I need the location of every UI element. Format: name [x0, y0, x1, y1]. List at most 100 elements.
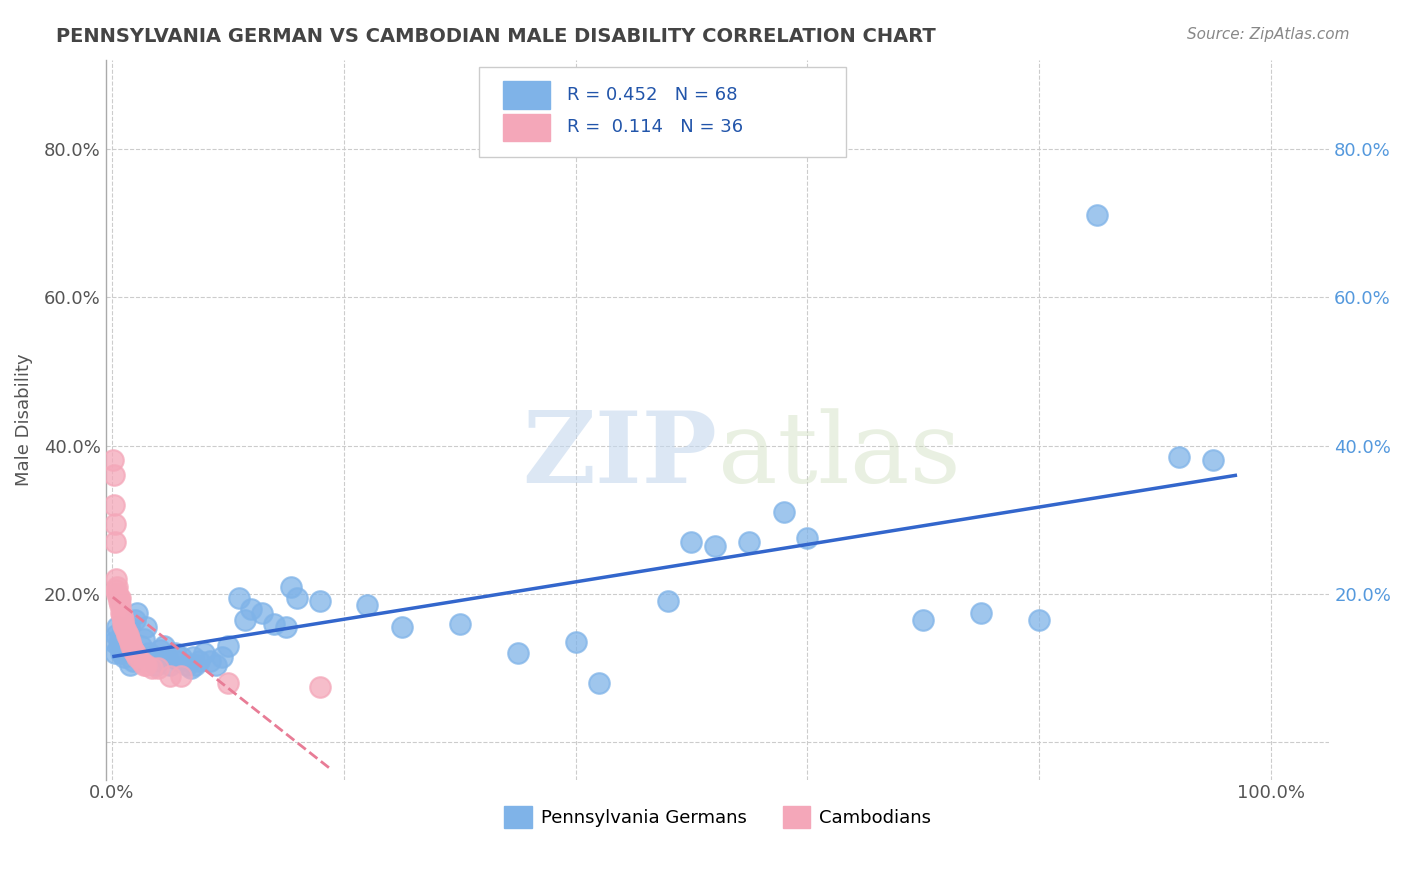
Point	[108, 591, 131, 605]
Point	[111, 642, 134, 657]
Point	[193, 647, 215, 661]
Point	[703, 539, 725, 553]
Point	[110, 647, 132, 661]
Point	[285, 591, 308, 605]
Point	[159, 657, 181, 672]
Point	[120, 657, 142, 672]
Point	[114, 632, 136, 646]
Point	[120, 639, 142, 653]
Point	[217, 676, 239, 690]
Point	[124, 647, 146, 661]
Point	[773, 505, 796, 519]
Point	[112, 620, 135, 634]
Point	[104, 647, 127, 661]
Point	[107, 620, 129, 634]
Point	[120, 635, 142, 649]
Point	[1085, 209, 1108, 223]
Y-axis label: Male Disability: Male Disability	[15, 353, 32, 486]
Point	[134, 632, 156, 646]
Point	[205, 657, 228, 672]
Point	[115, 628, 138, 642]
Point	[141, 650, 163, 665]
Point	[170, 669, 193, 683]
Point	[104, 535, 127, 549]
Point	[145, 657, 167, 672]
Point	[165, 647, 187, 661]
Point	[107, 591, 129, 605]
Point	[107, 580, 129, 594]
Point	[104, 516, 127, 531]
Point	[135, 620, 157, 634]
Point	[107, 594, 129, 608]
Text: atlas: atlas	[717, 408, 960, 503]
Point	[112, 613, 135, 627]
Point	[681, 535, 703, 549]
Point	[181, 650, 204, 665]
Point	[176, 657, 198, 672]
Point	[121, 654, 143, 668]
Point	[146, 661, 169, 675]
Point	[129, 654, 152, 668]
Text: PENNSYLVANIA GERMAN VS CAMBODIAN MALE DISABILITY CORRELATION CHART: PENNSYLVANIA GERMAN VS CAMBODIAN MALE DI…	[56, 27, 936, 45]
Point	[274, 620, 297, 634]
Point	[912, 613, 935, 627]
Bar	[503, 113, 550, 141]
Point	[233, 613, 256, 627]
Point	[108, 598, 131, 612]
Point	[108, 632, 131, 646]
Point	[564, 635, 586, 649]
Point	[309, 680, 332, 694]
Point	[105, 572, 128, 586]
Point	[159, 669, 181, 683]
FancyBboxPatch shape	[479, 67, 846, 157]
Text: R =  0.114   N = 36: R = 0.114 N = 36	[567, 119, 744, 136]
Point	[105, 583, 128, 598]
Point	[103, 635, 125, 649]
Point	[738, 535, 761, 549]
Point	[211, 650, 233, 665]
Point	[103, 468, 125, 483]
Point	[217, 639, 239, 653]
Text: ZIP: ZIP	[523, 407, 717, 504]
Point	[252, 606, 274, 620]
Point	[114, 624, 136, 639]
Point	[101, 453, 124, 467]
Point	[105, 628, 128, 642]
Point	[146, 654, 169, 668]
Point	[263, 616, 285, 631]
Point	[124, 613, 146, 627]
Point	[134, 657, 156, 672]
Point	[1028, 613, 1050, 627]
Point	[107, 587, 129, 601]
Point	[117, 628, 139, 642]
Point	[356, 598, 378, 612]
Point	[156, 650, 179, 665]
Point	[103, 498, 125, 512]
Point	[112, 650, 135, 665]
Point	[506, 647, 529, 661]
Point	[167, 654, 190, 668]
Point	[112, 639, 135, 653]
Point	[239, 602, 262, 616]
Point	[970, 606, 993, 620]
Point	[153, 639, 176, 653]
Point	[200, 654, 222, 668]
Point	[127, 606, 149, 620]
Text: Source: ZipAtlas.com: Source: ZipAtlas.com	[1187, 27, 1350, 42]
Point	[141, 661, 163, 675]
Point	[118, 632, 141, 646]
Point	[127, 650, 149, 665]
Point	[170, 650, 193, 665]
Point	[796, 532, 818, 546]
Point	[391, 620, 413, 634]
Point	[657, 594, 679, 608]
Point	[1167, 450, 1189, 464]
Point	[107, 639, 129, 653]
Point	[110, 606, 132, 620]
Point	[129, 639, 152, 653]
Legend: Pennsylvania Germans, Cambodians: Pennsylvania Germans, Cambodians	[498, 799, 938, 836]
Point	[184, 657, 207, 672]
Point	[111, 609, 134, 624]
Point	[588, 676, 610, 690]
Point	[179, 661, 201, 675]
